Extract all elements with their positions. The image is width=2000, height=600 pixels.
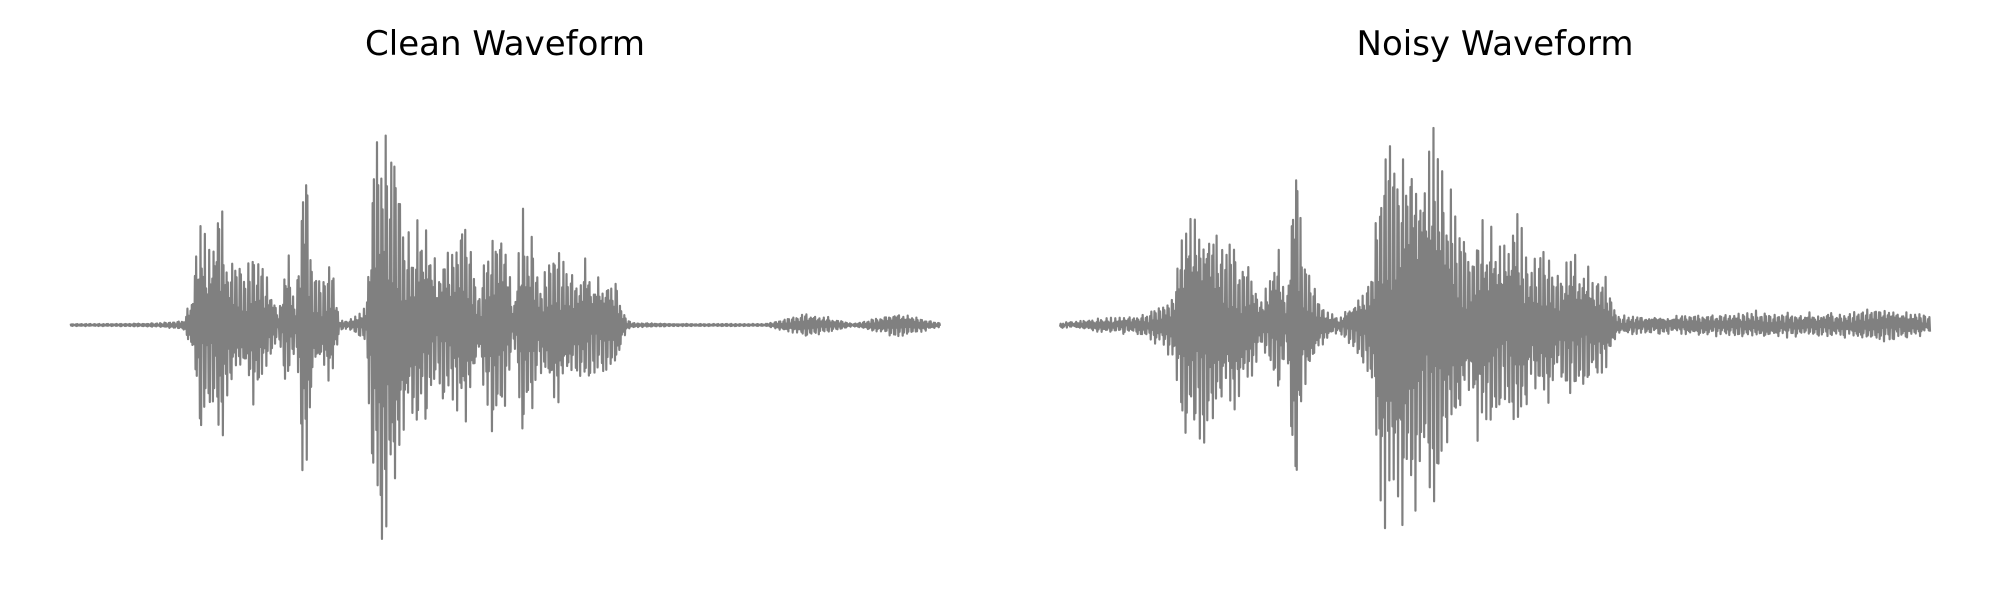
clean-waveform-title: Clean Waveform xyxy=(40,24,970,64)
clean-waveform-chart xyxy=(40,80,970,570)
noisy-waveform-title: Noisy Waveform xyxy=(1030,24,1960,64)
clean-waveform-panel: Clean Waveform xyxy=(40,0,970,600)
waveform-line xyxy=(70,136,940,539)
noisy-waveform-chart xyxy=(1030,80,1960,570)
waveform-line xyxy=(1060,128,1930,528)
noisy-waveform-panel: Noisy Waveform xyxy=(1030,0,1960,600)
